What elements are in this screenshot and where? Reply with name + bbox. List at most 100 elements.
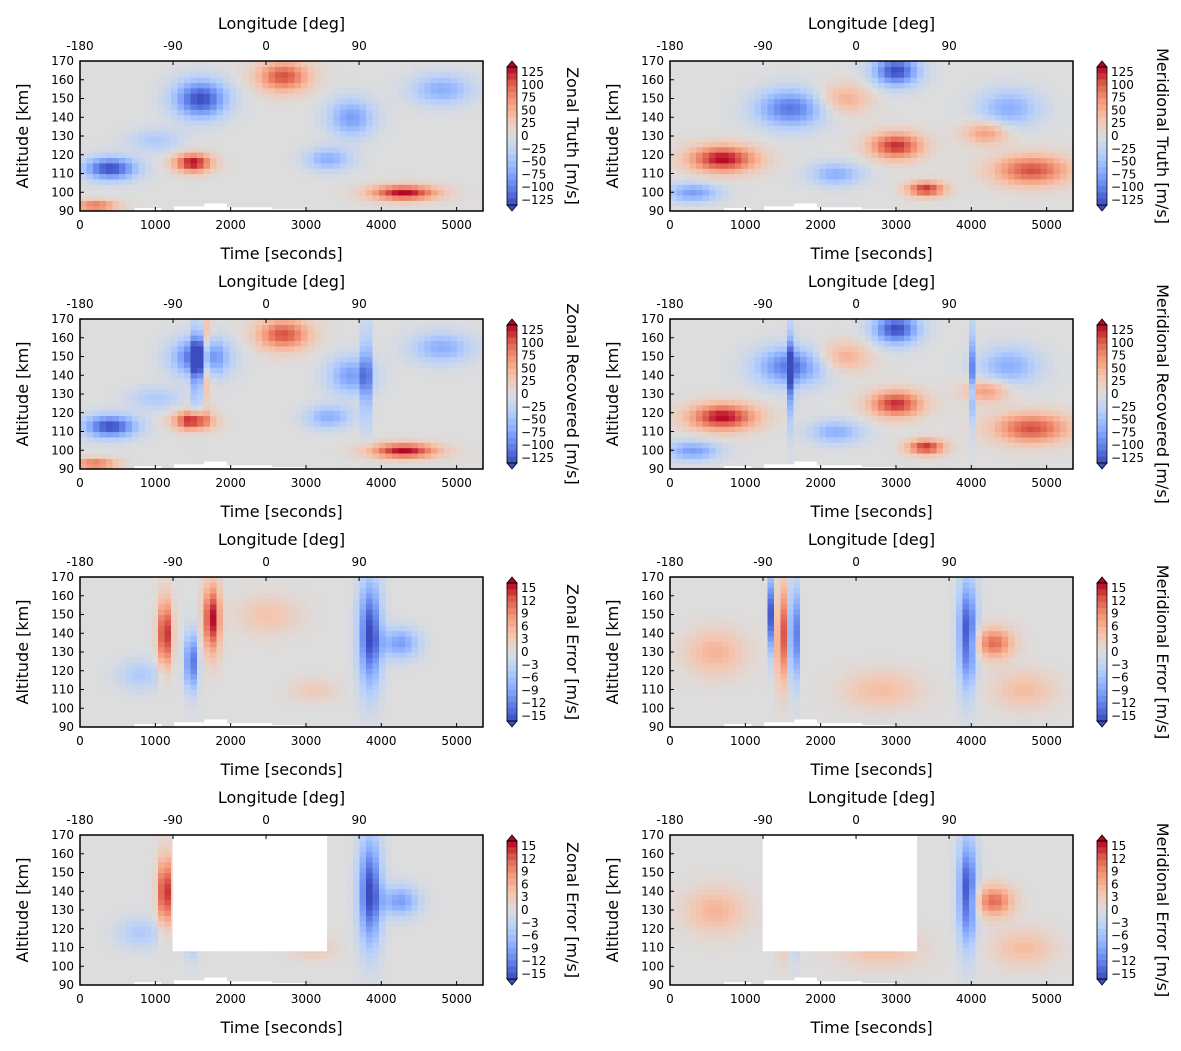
heatmap-cell: [1060, 157, 1068, 164]
heatmap-cell: [683, 189, 691, 196]
heatmap-cell: [216, 415, 224, 422]
heatmap-cell: [826, 157, 834, 164]
heatmap-cell: [184, 93, 192, 100]
heatmap-cell: [463, 157, 471, 164]
heatmap-cell: [236, 383, 244, 390]
heatmap-cell: [86, 173, 94, 180]
heatmap-cell: [904, 87, 912, 94]
heatmap-cell: [327, 420, 335, 427]
heatmap-cell: [722, 184, 730, 191]
heatmap-cell: [884, 194, 892, 201]
heatmap-cell: [995, 71, 1003, 78]
heatmap-cell: [236, 458, 244, 465]
heatmap-cell: [223, 372, 231, 379]
heatmap-cell: [119, 367, 127, 374]
heatmap-cell: [1014, 157, 1022, 164]
heatmap-cell: [930, 173, 938, 180]
heatmap-cell: [722, 162, 730, 169]
heatmap-cell: [327, 372, 335, 379]
heatmap-cell: [683, 205, 691, 212]
heatmap-cell: [268, 77, 276, 84]
heatmap-cell: [676, 157, 684, 164]
heatmap-cell: [177, 146, 185, 153]
heatmap-cell: [1001, 194, 1009, 201]
heatmap-cell: [164, 184, 172, 191]
heatmap-cell: [696, 178, 704, 185]
heatmap-cell: [728, 125, 736, 132]
heatmap-cell: [275, 77, 283, 84]
heatmap-cell: [359, 410, 367, 417]
heatmap-cell: [930, 178, 938, 185]
heatmap-cell: [709, 82, 717, 89]
heatmap-cell: [281, 372, 289, 379]
heatmap-cell: [333, 93, 341, 100]
heatmap-cell: [346, 431, 354, 438]
heatmap-cell: [975, 103, 983, 110]
heatmap-cell: [917, 125, 925, 132]
heatmap-cell: [262, 194, 270, 201]
heatmap-cell: [865, 61, 873, 67]
heatmap-cell: [164, 200, 172, 207]
heatmap-cell: [158, 367, 166, 374]
heatmap-cell: [366, 93, 374, 100]
heatmap-cell: [119, 319, 127, 325]
heatmap-cell: [138, 77, 146, 84]
heatmap-cell: [1047, 168, 1055, 175]
heatmap-cell: [962, 77, 970, 84]
heatmap-cell: [715, 136, 723, 142]
heatmap-cell: [1047, 157, 1055, 164]
heatmap-cell: [385, 442, 393, 449]
heatmap-cell: [1014, 130, 1022, 137]
heatmap-cell: [275, 168, 283, 175]
heatmap-cell: [132, 372, 140, 379]
heatmap-cell: [307, 319, 315, 325]
heatmap-cell: [275, 377, 283, 384]
heatmap-cell: [379, 335, 387, 342]
heatmap-cell: [340, 420, 348, 427]
heatmap-cell: [262, 388, 270, 395]
heatmap-cell: [1001, 189, 1009, 196]
heatmap-cell: [761, 61, 769, 67]
x-tick-label: 2000: [215, 218, 246, 232]
heatmap-cell: [767, 71, 775, 78]
heatmap-cell: [307, 383, 315, 390]
heatmap-cell: [800, 200, 808, 207]
heatmap-cell: [975, 87, 983, 94]
heatmap-cell: [171, 66, 179, 73]
heatmap-cell: [119, 162, 127, 169]
heatmap-cell: [184, 324, 192, 331]
heatmap-cell: [359, 205, 367, 212]
heatmap-cell: [346, 361, 354, 368]
heatmap-cell: [1034, 141, 1042, 148]
heatmap-cell: [392, 431, 400, 438]
heatmap-cell: [158, 383, 166, 390]
heatmap-cell: [223, 109, 231, 116]
heatmap-cell: [184, 103, 192, 110]
heatmap-cell: [366, 431, 374, 438]
heatmap-cell: [930, 162, 938, 169]
heatmap-cell: [476, 125, 484, 132]
heatmap-cell: [353, 420, 361, 427]
heatmap-cell: [262, 335, 270, 342]
heatmap-cell: [223, 458, 231, 465]
heatmap-cell: [1027, 152, 1035, 159]
heatmap-cell: [1027, 87, 1035, 94]
heatmap-cell: [171, 157, 179, 164]
heatmap-cell: [80, 194, 88, 201]
heatmap-cell: [333, 66, 341, 73]
heatmap-cell: [411, 205, 419, 212]
heatmap-cell: [858, 136, 866, 142]
heatmap-cell: [125, 319, 133, 325]
heatmap-cell: [164, 335, 172, 342]
heatmap-cell: [424, 146, 432, 153]
heatmap-cell: [969, 136, 977, 142]
heatmap-cell: [151, 377, 159, 384]
heatmap-cell: [450, 109, 458, 116]
heatmap-cell: [210, 125, 218, 132]
heatmap-cell: [255, 125, 263, 132]
heatmap-cell: [93, 442, 101, 449]
heatmap-cell: [735, 93, 743, 100]
heatmap-cell: [281, 125, 289, 132]
heatmap-cell: [320, 377, 328, 384]
heatmap-cell: [470, 114, 478, 121]
